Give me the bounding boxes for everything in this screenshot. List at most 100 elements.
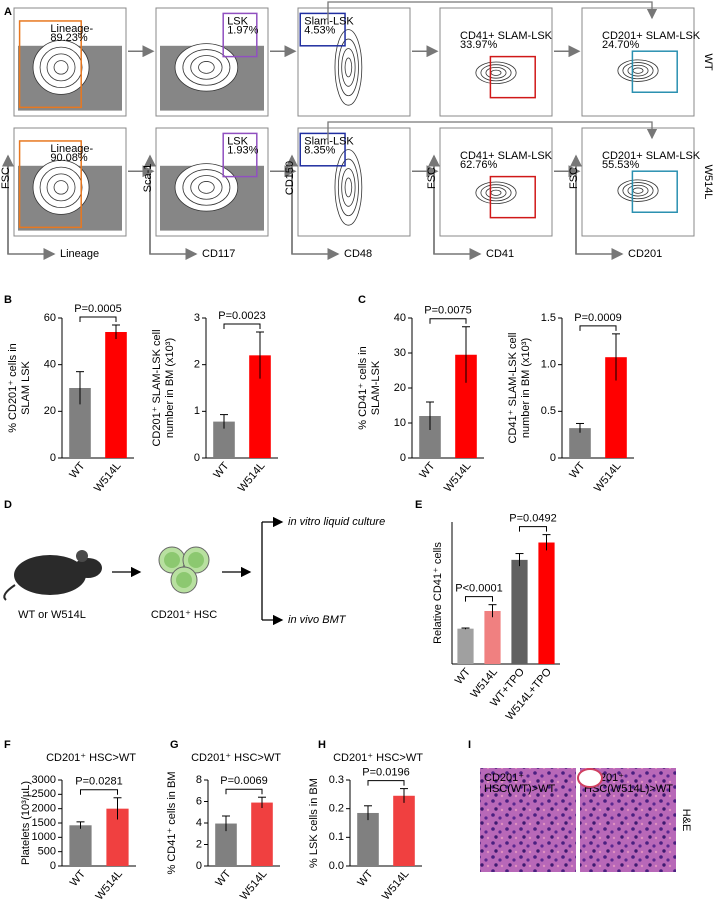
contour: [341, 48, 356, 87]
y-axis-label: CD41⁺ SLAM-LSK cell: [507, 333, 519, 444]
contour: [198, 181, 215, 194]
p-value: P=0.0492: [509, 513, 556, 525]
x-tick-label: WT: [355, 868, 375, 889]
gate-percent: 62.76%: [460, 159, 498, 171]
contour: [627, 184, 649, 197]
x-tick-label: W514L: [92, 460, 124, 494]
gate-name: CD201+ SLAM-LSK: [602, 150, 701, 162]
y-axis-label: number in BM (x10³): [164, 338, 176, 438]
mouse-head: [74, 558, 102, 578]
panel-label: H: [318, 739, 326, 751]
gate: [18, 140, 82, 229]
p-value: P=0.0023: [218, 310, 265, 322]
x-tick-label: W514L: [238, 868, 270, 900]
significance-bracket: [519, 526, 547, 532]
contour: [182, 169, 231, 206]
contour: [341, 168, 356, 207]
gate: [18, 20, 82, 109]
gate-name: CD201+ SLAM-LSK: [602, 30, 701, 42]
gate-percent: 4.53%: [304, 24, 335, 36]
y-tick-label: 0.2: [329, 803, 344, 815]
p-value: P=0.0069: [220, 775, 267, 787]
bar: [69, 825, 92, 866]
x-tick-label: WT: [417, 460, 437, 481]
cells-label: CD201⁺ HSC: [151, 609, 217, 621]
hsc-nucleus: [188, 552, 204, 568]
bar-chart: 0 0.5 1.0 1.5 CD41⁺ SLAM-LSK cell number in B…: [507, 312, 634, 495]
y-tick-label: 0: [50, 860, 56, 872]
contour: [334, 29, 363, 106]
y-tick-label: 3: [194, 312, 200, 324]
y-tick-label: 0: [196, 860, 202, 872]
y-tick-label: 2: [196, 838, 202, 850]
y-axis-label: Relative CD41⁺ cells: [432, 542, 444, 644]
y-axis-label: % LSK cells in BM: [308, 778, 320, 868]
x-axis-label: CD117: [202, 248, 235, 260]
significance-bracket: [429, 318, 467, 324]
significance-bracket: [80, 789, 118, 795]
x-tick-label: WT: [68, 868, 88, 889]
gate: [489, 175, 536, 219]
contour: [475, 61, 517, 85]
y-tick-label: 2000: [32, 803, 56, 815]
y-tick-label: 1500: [32, 817, 56, 829]
contour: [53, 60, 69, 75]
bar: [457, 628, 474, 664]
y-axis-label: Platelets (10³/µL): [20, 781, 32, 865]
p-value: P<0.0001: [455, 583, 502, 595]
y-tick-label: 1.5: [541, 312, 556, 324]
plot-frame: [297, 7, 411, 117]
panel-label: B: [4, 294, 12, 306]
gate-name: Lineage-: [50, 143, 93, 155]
x-tick-label: W514L: [93, 868, 125, 900]
bar: [569, 428, 591, 458]
contour: [617, 59, 659, 82]
contour: [39, 46, 83, 89]
x-tick-label: WT: [213, 868, 233, 889]
y-tick-label: 0.1: [329, 831, 344, 843]
outcome-label: in vitro liquid culture: [288, 516, 385, 528]
y-tick-label: 0: [400, 452, 406, 464]
y-tick-label: 0.5: [541, 405, 556, 417]
contour: [344, 177, 353, 198]
genotype-label: WT: [702, 53, 714, 70]
bar-chart: 0 10 20 30 40 % CD41⁺ cells in SLAM-LSK WT W514L…: [357, 305, 484, 495]
gate-percent: 90.08%: [50, 152, 88, 164]
contour: [622, 182, 654, 200]
contour: [337, 38, 359, 97]
contour: [46, 53, 76, 82]
panel-label: I: [468, 739, 471, 751]
y-axis-label: FSC: [0, 167, 12, 189]
x-tick-label: W514L: [592, 460, 624, 494]
gate-name: Slam-LSK: [304, 15, 354, 27]
gate-link: [327, 121, 658, 142]
gate: [222, 132, 258, 178]
y-tick-label: 2: [194, 359, 200, 371]
x-axis-label: CD201: [628, 248, 662, 260]
gate-link: [327, 1, 658, 22]
bar: [538, 542, 555, 664]
y-axis-label: % CD201⁺ cells in: [7, 343, 19, 433]
bar: [419, 416, 441, 458]
plot-frame: [297, 127, 411, 237]
gate: [222, 12, 258, 58]
p-value: P=0.0009: [574, 312, 621, 324]
bar-chart: 0 2 4 6 8 % CD41⁺ cells in BM CD201⁺ HSC>WT WT W…: [166, 752, 281, 903]
y-tick-label: 3000: [32, 774, 56, 786]
outcome-label: in vivo BMT: [288, 614, 347, 626]
significance-bracket: [367, 780, 405, 786]
contour: [480, 64, 512, 82]
bar: [605, 357, 627, 458]
significance-bracket: [225, 788, 263, 795]
gate-name: CD41+ SLAM-LSK: [460, 30, 553, 42]
y-tick-label: 40: [44, 359, 56, 371]
bar: [215, 823, 237, 866]
bar-chart: 0.0 0.1 0.2 0.3 % LSK cells in BM CD201⁺ HSC>…: [308, 752, 423, 903]
y-axis-label: CD150: [284, 161, 296, 195]
significance-bracket: [579, 325, 617, 331]
y-tick-label: 1000: [32, 831, 56, 843]
y-tick-label: 500: [38, 846, 56, 858]
